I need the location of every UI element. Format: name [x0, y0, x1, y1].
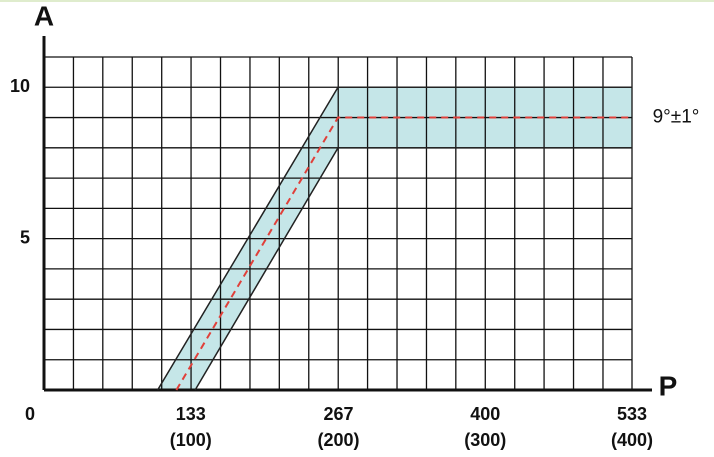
y-tick-label: 10 [10, 76, 30, 96]
y-tick-label: 5 [20, 227, 30, 247]
x-tick-label: 133 [176, 404, 206, 424]
center-line [175, 116, 632, 391]
x-tick-label: 0 [25, 404, 35, 424]
band-edge [156, 86, 632, 391]
x-axis-label: P [659, 370, 678, 401]
annotation: 9°±1° [653, 107, 700, 128]
band-edge [194, 147, 632, 391]
x-tick-sublabel: (300) [464, 430, 506, 450]
x-tick-label: 400 [470, 404, 500, 424]
x-tick-sublabel: (400) [611, 430, 653, 450]
x-tick-label: 267 [324, 404, 354, 424]
y-axis-label: A [34, 0, 54, 31]
x-tick-sublabel: (200) [318, 430, 360, 450]
x-tick-sublabel: (100) [170, 430, 212, 450]
x-tick-label: 533 [617, 404, 647, 424]
